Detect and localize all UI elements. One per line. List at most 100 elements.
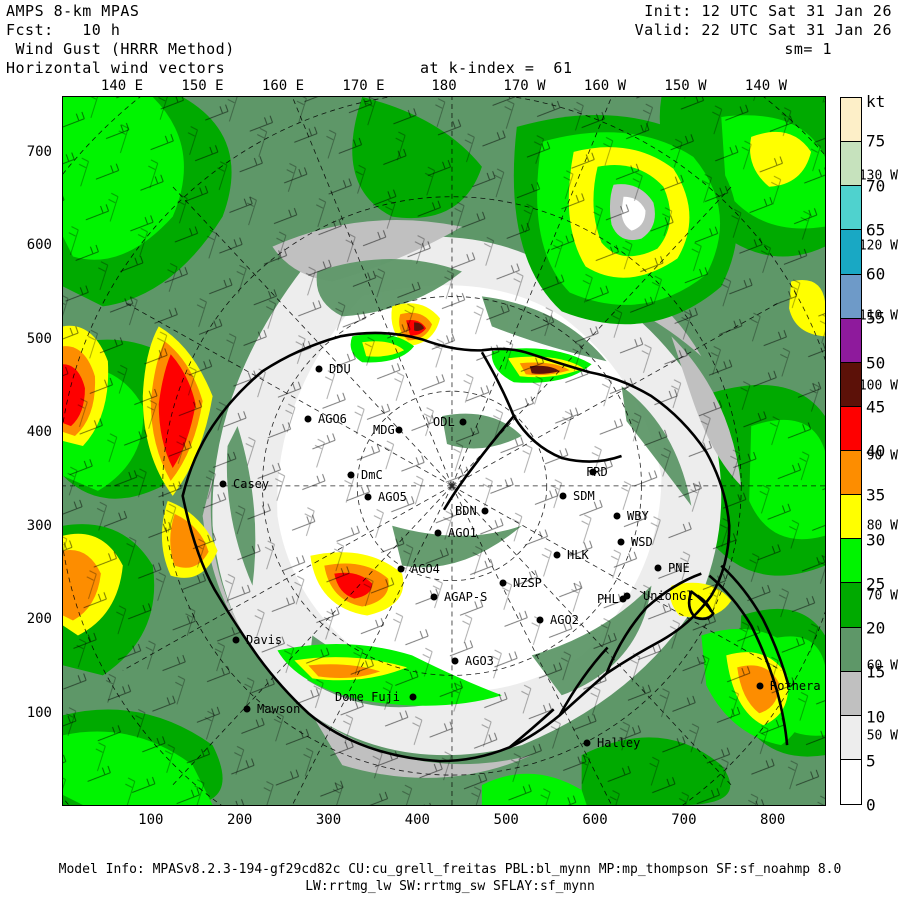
colorbar-label-20: 20 xyxy=(866,618,886,638)
lon-label-top-3: 170 E xyxy=(342,78,385,94)
y-tick-300: 300 xyxy=(26,517,52,534)
colorbar-band-15 xyxy=(841,671,861,716)
colorbar-label-15: 15 xyxy=(866,662,886,682)
smoothing-label: sm= 1 xyxy=(784,40,832,58)
lon-label-right-2: 110 W xyxy=(858,308,898,324)
colorbar-label-60: 60 xyxy=(866,264,886,284)
station-dot-casey[interactable] xyxy=(219,480,227,488)
station-label-sdm: SDM xyxy=(573,489,595,503)
colorbar-band-70 xyxy=(841,186,861,231)
x-tick-400: 400 xyxy=(404,812,430,828)
lon-label-top-5: 170 W xyxy=(503,78,546,94)
lon-label-right-1: 120 W xyxy=(858,238,898,254)
station-label-ago6: AGO6 xyxy=(318,412,347,426)
x-tick-700: 700 xyxy=(671,812,697,828)
y-tick-700: 700 xyxy=(26,144,52,161)
station-dot-wsd[interactable] xyxy=(617,538,625,546)
colorbar-band-20 xyxy=(841,627,861,672)
colorbar-band-30 xyxy=(841,539,861,584)
lon-label-top-4: 180 xyxy=(431,78,457,94)
station-dot-dome-fuji[interactable] xyxy=(409,693,417,701)
vector-description: Horizontal wind vectors xyxy=(6,59,226,77)
station-dot-dmc[interactable] xyxy=(347,471,355,479)
station-dot-mdg[interactable] xyxy=(395,426,403,434)
station-label-odl: ODL xyxy=(433,415,455,429)
model-info-line1: Model Info: MPASv8.2.3-194-gf29cd82c CU:… xyxy=(58,862,842,877)
station-dot-pne[interactable] xyxy=(654,564,662,572)
colorbar-unit-label: kt xyxy=(866,92,886,111)
y-tick-100: 100 xyxy=(26,704,52,721)
station-label-nzsp: NZSP xyxy=(513,576,542,590)
station-dot-uniongl[interactable] xyxy=(623,592,631,600)
x-tick-300: 300 xyxy=(315,812,342,828)
x-tick-800: 800 xyxy=(760,812,786,828)
colorbar-label-0: 0 xyxy=(866,795,876,815)
x-tick-500: 500 xyxy=(493,812,519,828)
station-dot-sdm[interactable] xyxy=(559,492,567,500)
colorbar-band-75 xyxy=(841,142,861,187)
station-label-ago1: AGO1 xyxy=(448,526,477,540)
valid-time: Valid: 22 UTC Sat 31 Jan 26 xyxy=(634,21,892,39)
station-dot-agap-s[interactable] xyxy=(430,593,438,601)
station-dot-ago1[interactable] xyxy=(434,529,442,537)
colorbar-band-65 xyxy=(841,230,861,275)
station-label-ago2: AGO2 xyxy=(550,613,579,627)
station-dot-bdn[interactable] xyxy=(481,507,489,515)
x-tick-100: 100 xyxy=(138,812,164,828)
colorbar-band-60 xyxy=(841,274,861,319)
station-label-phl: PHL xyxy=(597,592,619,606)
station-dot-wby[interactable] xyxy=(613,512,621,520)
colorbar-label-75: 75 xyxy=(866,131,886,151)
colorbar-label-35: 35 xyxy=(866,485,886,505)
station-dot-phl[interactable] xyxy=(619,595,627,603)
station-label-ago5: AGO5 xyxy=(378,490,407,504)
station-label-dmc: DmC xyxy=(361,468,383,482)
colorbar-band-40 xyxy=(841,451,861,496)
station-dot-ago4[interactable] xyxy=(397,565,405,573)
map-plot-area[interactable]: DDU AGO6 MDG ODL DmC AGO5 BDN AGO1 AGO4 AGAP-S NZS… xyxy=(62,96,826,806)
colorbar-band-50 xyxy=(841,362,861,407)
station-label-davis: Davis xyxy=(246,633,283,647)
lon-label-right-6: 70 W xyxy=(866,588,898,604)
y-tick-600: 600 xyxy=(26,237,52,254)
station-dot-rothera[interactable] xyxy=(756,682,764,690)
colorbar-label-50: 50 xyxy=(866,353,886,372)
colorbar-label-30: 30 xyxy=(866,530,886,549)
colorbar-band-25 xyxy=(841,583,861,628)
colorbar-label-70: 70 xyxy=(866,176,886,195)
station-dot-nzsp[interactable] xyxy=(499,579,507,587)
station-label-uniongl: UnionGl xyxy=(643,589,694,603)
station-dot-odl[interactable] xyxy=(459,418,467,426)
station-label-dome-fuji: Dome Fuji xyxy=(335,690,401,704)
y-tick-200: 200 xyxy=(26,611,52,628)
colorbar-label-55: 55 xyxy=(866,308,886,328)
station-dot-ago6[interactable] xyxy=(304,415,312,423)
colorbar-band-35 xyxy=(841,495,861,540)
colorbar-label-10: 10 xyxy=(866,707,886,726)
station-dot-ago2[interactable] xyxy=(536,616,544,624)
colorbar-label-25: 25 xyxy=(866,574,886,594)
colorbar-band-45 xyxy=(841,406,861,451)
station-dot-mawson[interactable] xyxy=(243,705,251,713)
colorbar-band-5 xyxy=(841,759,861,804)
station-dot-hlk[interactable] xyxy=(553,551,561,559)
station-label-wby: WBY xyxy=(627,509,649,523)
station-dot-ddu[interactable] xyxy=(315,365,323,373)
k-index-label: at k-index = 61 xyxy=(420,59,573,77)
station-dot-davis[interactable] xyxy=(232,636,240,644)
station-dot-ago3[interactable] xyxy=(451,657,459,665)
station-label-ago4: AGO4 xyxy=(411,562,440,576)
lon-label-top-2: 160 E xyxy=(261,78,305,94)
station-dot-ago5[interactable] xyxy=(364,493,372,501)
station-label-rothera: Rothera xyxy=(770,679,821,693)
station-dot-frd[interactable] xyxy=(589,468,597,476)
colorbar[interactable] xyxy=(840,97,862,805)
lon-label-right-7: 60 W xyxy=(866,658,898,674)
field-name: Wind Gust (HRRR Method) xyxy=(6,40,235,58)
lon-label-top-7: 150 W xyxy=(664,78,707,94)
station-label-casey: Casey xyxy=(233,477,270,491)
colorbar-band-10 xyxy=(841,715,861,760)
colorbar-label-65: 65 xyxy=(866,220,886,240)
station-dot-halley[interactable] xyxy=(583,739,591,747)
station-label-ago3: AGO3 xyxy=(465,654,494,668)
